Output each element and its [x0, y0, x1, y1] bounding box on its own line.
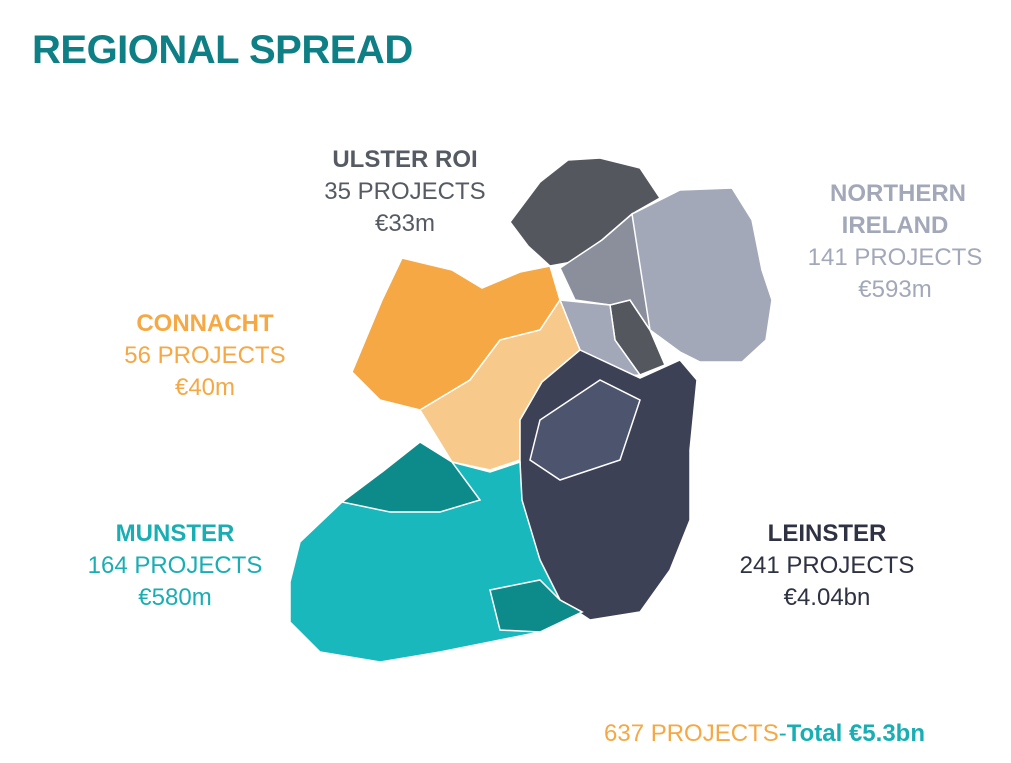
region-amount: €33m: [374, 210, 436, 237]
munster-area: [340, 441, 482, 513]
footer-separator: -: [778, 720, 787, 747]
region-name: NORTHERN IRELAND: [830, 180, 966, 239]
region-projects: 35 PROJECTS: [324, 178, 486, 205]
region-projects: 141 PROJECTS: [807, 244, 983, 271]
footer: 637 PROJECTS-Total €5.3bn: [604, 720, 925, 748]
region-amount: €40m: [174, 374, 236, 401]
region-amount: €4.04bn: [783, 584, 871, 611]
leinster-area: [529, 379, 641, 481]
ulster-roi-area: [509, 157, 662, 267]
munster-area: [489, 579, 584, 633]
region-label: NORTHERN IRELAND 141 PROJECTS €593m: [790, 178, 1000, 306]
region-name: LEINSTER: [767, 520, 887, 547]
region-label: CONNACHT 56 PROJECTS €40m: [100, 308, 310, 404]
region-name: ULSTER ROI: [332, 146, 478, 173]
region-name: MUNSTER: [115, 520, 235, 547]
region-name: CONNACHT: [136, 310, 274, 337]
footer-projects: 637 PROJECTS: [604, 720, 779, 747]
northern-ireland-area: [559, 212, 651, 331]
region-projects: 241 PROJECTS: [739, 552, 915, 579]
region-projects: 164 PROJECTS: [87, 552, 263, 579]
region-projects: 56 PROJECTS: [124, 342, 286, 369]
region-label: ULSTER ROI 35 PROJECTS €33m: [300, 144, 510, 240]
footer-total: Total €5.3bn: [786, 720, 925, 747]
region-label: MUNSTER 164 PROJECTS €580m: [70, 518, 280, 614]
region-amount: €580m: [138, 584, 212, 611]
region-amount: €593m: [858, 276, 932, 303]
title: REGIONAL SPREAD: [32, 28, 413, 72]
region-label: LEINSTER 241 PROJECTS €4.04bn: [722, 518, 932, 614]
